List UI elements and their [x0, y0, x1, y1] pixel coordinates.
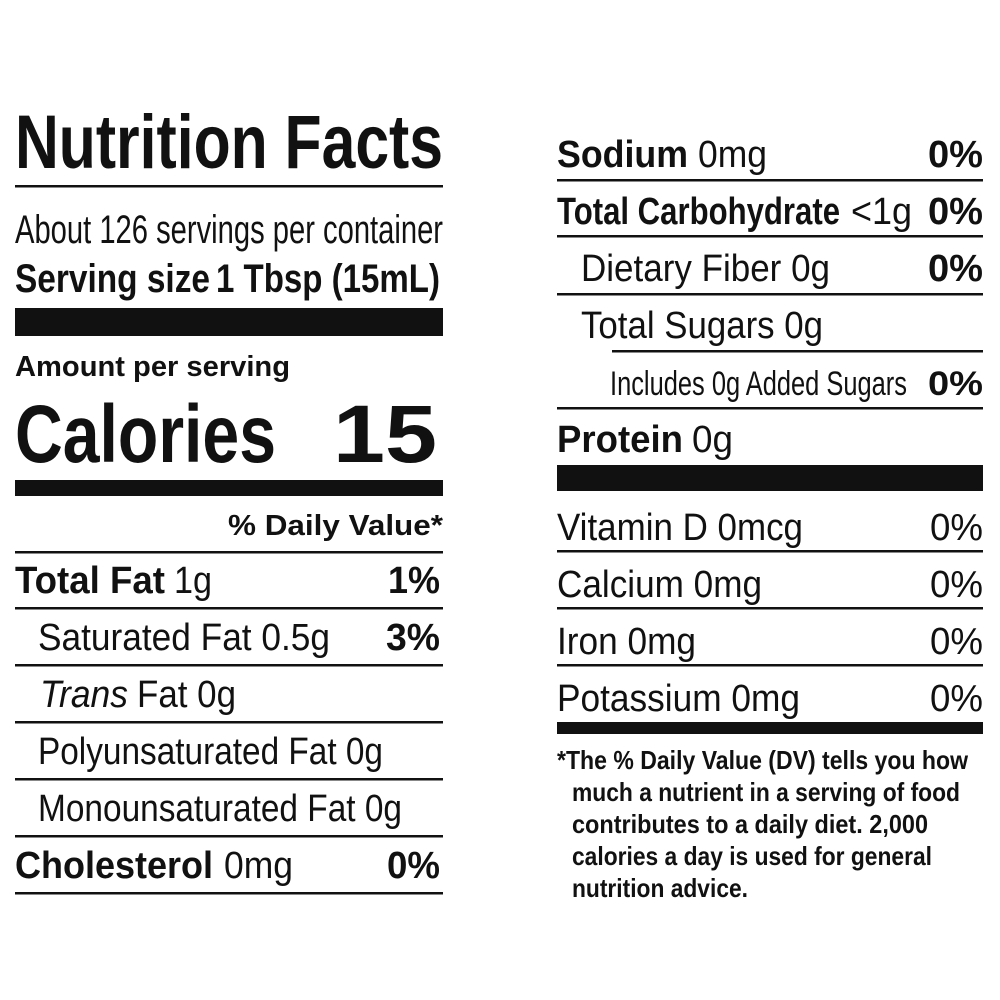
rule	[15, 607, 443, 610]
nutrient-label: Total Sugars 0g	[581, 305, 823, 347]
rule	[557, 664, 983, 667]
footnote-line: *The % Daily Value (DV) tells you how	[557, 745, 969, 775]
thick-bar	[557, 722, 983, 734]
footnote-line: calories a day is used for general	[572, 841, 932, 871]
rule	[612, 350, 983, 353]
calories-label: Calories	[15, 389, 276, 480]
vitamin-daily-value: 0%	[930, 564, 983, 606]
nutrient-name: Sodium	[557, 134, 688, 176]
amount-per-serving: Amount per serving	[15, 351, 290, 383]
nutrient-name: Cholesterol	[15, 845, 213, 887]
nutrient-name: Total Fat	[15, 560, 165, 602]
nutrient-label: Monounsaturated Fat 0g	[38, 788, 402, 830]
daily-value: 0%	[387, 845, 440, 887]
rule	[557, 407, 983, 410]
footnote-line: contributes to a daily diet. 2,000	[572, 809, 928, 839]
vitamin-label: Iron 0mg	[557, 621, 696, 663]
nutrient-amount: 1g	[174, 560, 212, 602]
daily-value-header: % Daily Value*	[228, 510, 444, 542]
rule	[557, 550, 983, 553]
nutrient-name: Protein	[557, 419, 683, 461]
rule	[557, 607, 983, 610]
nutrient-amount: 0mg	[224, 845, 293, 887]
serving-size-value: 1 Tbsp (15mL)	[216, 257, 440, 301]
daily-value: 3%	[386, 617, 440, 659]
rule	[557, 179, 983, 182]
thick-bar	[557, 465, 983, 491]
servings: About 126 servings per container	[15, 208, 443, 252]
rule	[15, 551, 443, 554]
nutrient-name: Trans	[40, 674, 128, 716]
footnote-line: much a nutrient in a serving of food	[572, 777, 960, 807]
daily-value: 0%	[928, 248, 983, 290]
rule	[15, 721, 443, 724]
vitamin-label: Calcium 0mg	[557, 564, 762, 606]
title: Nutrition Facts	[15, 100, 443, 185]
vitamin-label: Potassium 0mg	[557, 678, 800, 720]
vitamin-label: Vitamin D 0mcg	[557, 507, 803, 549]
nutrient-amount: 0mg	[698, 134, 767, 176]
nutrient-label: Dietary Fiber 0g	[581, 248, 830, 290]
footnote-line: nutrition advice.	[572, 873, 748, 903]
daily-value: 0%	[928, 365, 983, 403]
thick-bar	[15, 308, 443, 336]
nutrient-label: Fat 0g	[137, 674, 236, 716]
rules	[15, 179, 983, 895]
rule	[15, 892, 443, 895]
serving-size-label: Serving size	[15, 257, 210, 301]
thick-bar	[15, 480, 443, 496]
calories-value: 15	[333, 389, 437, 480]
nutrient-amount: 0g	[692, 419, 733, 461]
rule	[15, 664, 443, 667]
nutrient-label: Includes 0g Added Sugars	[610, 365, 907, 403]
rule	[15, 185, 443, 188]
nutrient-label: Saturated Fat 0.5g	[38, 617, 330, 659]
daily-value: 1%	[388, 560, 440, 602]
vitamin-daily-value: 0%	[930, 678, 983, 720]
nutrient-label: Polyunsaturated Fat 0g	[38, 731, 383, 773]
daily-value: 0%	[928, 134, 983, 176]
nutrient-name: Total Carbohydrate	[557, 191, 840, 233]
rule	[557, 293, 983, 296]
vitamin-daily-value: 0%	[930, 621, 983, 663]
nutrient-amount: <1g	[851, 191, 912, 233]
rule	[15, 835, 443, 838]
rule	[15, 778, 443, 781]
vitamin-daily-value: 0%	[930, 507, 983, 549]
daily-value: 0%	[928, 191, 983, 233]
rule	[557, 235, 983, 238]
